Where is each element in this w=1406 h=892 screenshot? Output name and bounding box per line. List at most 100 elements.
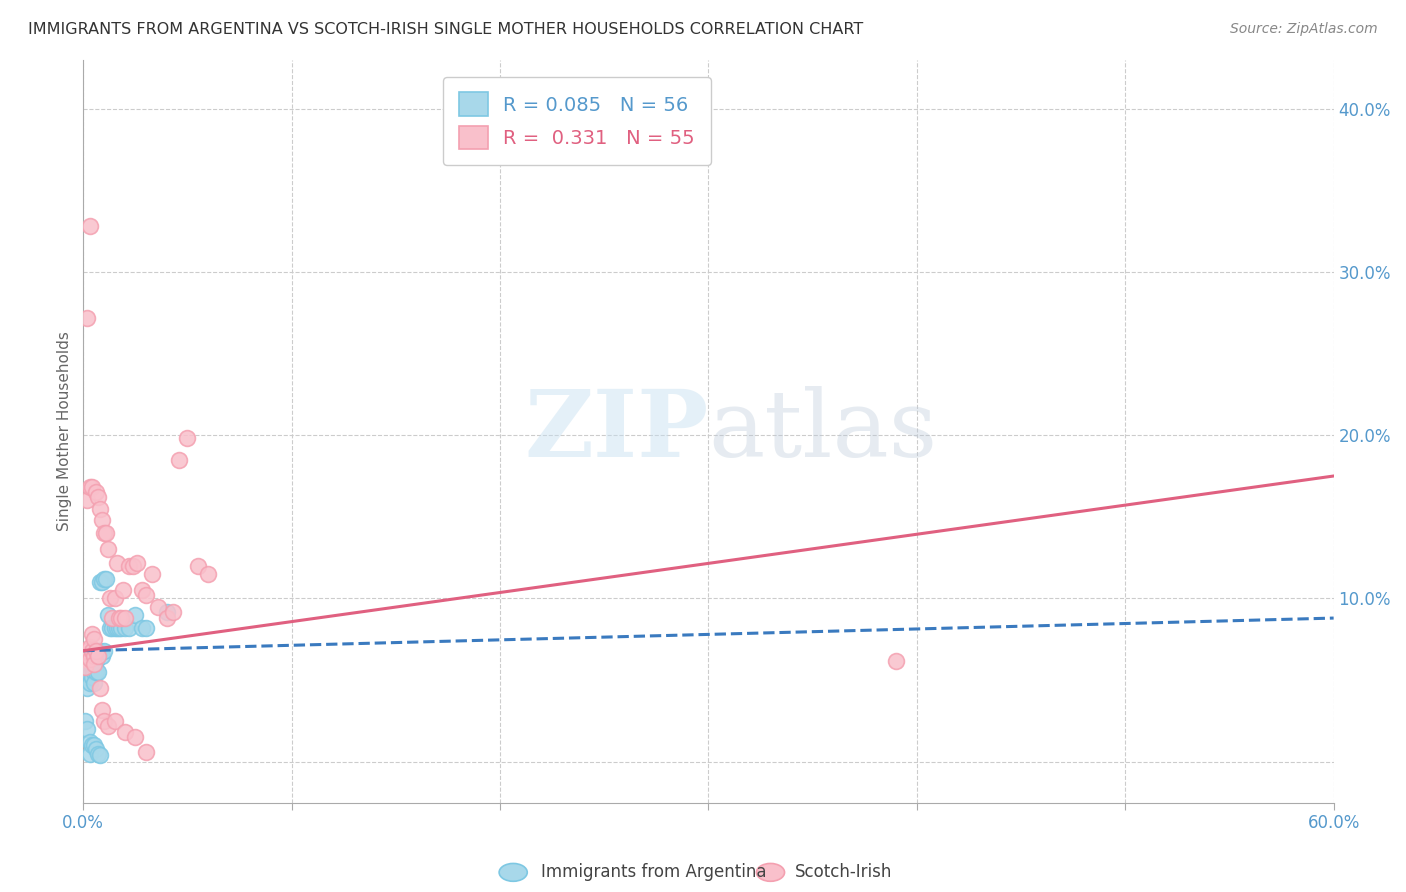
Point — [93, 572, 115, 586]
Point — [148, 599, 170, 614]
Text: atlas: atlas — [709, 386, 938, 476]
Point — [114, 611, 136, 625]
Point — [75, 665, 97, 679]
Point — [167, 452, 190, 467]
Point — [76, 310, 98, 325]
Point — [75, 648, 97, 663]
Point — [101, 621, 124, 635]
Point — [110, 611, 132, 625]
Point — [107, 621, 129, 635]
Point — [89, 748, 111, 763]
Point — [103, 714, 125, 728]
Point — [101, 611, 124, 625]
Point — [141, 566, 163, 581]
Point — [83, 665, 105, 679]
Point — [87, 490, 110, 504]
Point — [76, 722, 98, 736]
Point — [79, 660, 101, 674]
Point — [156, 611, 179, 625]
Point — [107, 611, 129, 625]
Point — [76, 644, 98, 658]
Point — [84, 741, 107, 756]
Point — [124, 731, 146, 745]
Point — [91, 575, 114, 590]
Point — [84, 665, 107, 679]
Point — [79, 676, 101, 690]
Point — [79, 652, 101, 666]
Point — [79, 668, 101, 682]
Point — [93, 714, 115, 728]
Point — [79, 480, 101, 494]
Text: Immigrants from Argentina: Immigrants from Argentina — [541, 863, 766, 881]
Point — [93, 526, 115, 541]
Point — [96, 526, 118, 541]
Point — [87, 747, 110, 761]
Point — [83, 739, 105, 753]
Point — [83, 657, 105, 671]
Point — [114, 725, 136, 739]
Point — [83, 648, 105, 663]
Point — [76, 493, 98, 508]
Point — [89, 501, 111, 516]
Point — [83, 676, 105, 690]
Point — [135, 588, 157, 602]
Point — [80, 644, 103, 658]
Point — [122, 558, 145, 573]
Point — [97, 719, 120, 733]
Legend: R = 0.085   N = 56, R =  0.331   N = 55: R = 0.085 N = 56, R = 0.331 N = 55 — [443, 77, 710, 165]
Point — [79, 735, 101, 749]
Point — [105, 621, 128, 635]
Point — [156, 605, 179, 619]
Point — [100, 621, 122, 635]
Point — [103, 621, 125, 635]
Point — [118, 558, 141, 573]
Point — [84, 644, 107, 658]
Text: Scotch-Irish: Scotch-Irish — [794, 863, 891, 881]
Point — [75, 652, 97, 666]
Point — [83, 632, 105, 647]
Point — [80, 660, 103, 674]
Point — [76, 670, 98, 684]
Point — [80, 644, 103, 658]
Point — [84, 644, 107, 658]
Point — [87, 644, 110, 658]
Point — [111, 583, 134, 598]
Point — [96, 572, 118, 586]
Point — [84, 485, 107, 500]
Point — [135, 745, 157, 759]
Point — [162, 605, 184, 619]
Point — [87, 665, 110, 679]
Point — [114, 621, 136, 635]
Point — [89, 644, 111, 658]
Point — [93, 644, 115, 658]
Point — [124, 607, 146, 622]
Text: ZIP: ZIP — [524, 386, 709, 476]
Point — [187, 558, 209, 573]
Y-axis label: Single Mother Households: Single Mother Households — [58, 331, 72, 531]
Point — [100, 591, 122, 606]
Point — [76, 644, 98, 658]
Point — [79, 640, 101, 655]
Point — [91, 513, 114, 527]
Point — [91, 648, 114, 663]
Point — [197, 566, 219, 581]
Point — [135, 621, 157, 635]
Point — [80, 480, 103, 494]
Point — [884, 654, 907, 668]
Point — [79, 219, 101, 234]
Point — [76, 660, 98, 674]
Point — [110, 621, 132, 635]
Point — [80, 670, 103, 684]
Point — [83, 644, 105, 658]
Point — [127, 556, 149, 570]
Point — [97, 542, 120, 557]
Point — [80, 654, 103, 668]
Text: Source: ZipAtlas.com: Source: ZipAtlas.com — [1230, 22, 1378, 37]
Point — [105, 556, 128, 570]
Point — [89, 681, 111, 696]
Point — [118, 621, 141, 635]
Point — [75, 660, 97, 674]
Point — [75, 644, 97, 658]
Point — [76, 681, 98, 696]
Point — [103, 591, 125, 606]
